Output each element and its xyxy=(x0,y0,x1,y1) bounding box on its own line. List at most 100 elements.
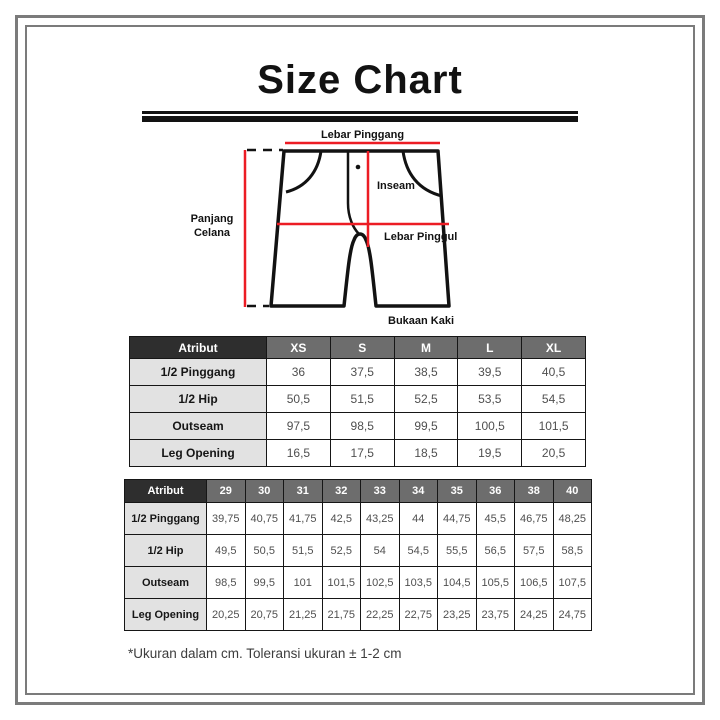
size-column-header: XL xyxy=(521,336,586,359)
table-row: 1/2 Hip 50,5 51,5 52,5 53,5 54,5 xyxy=(129,385,586,413)
footnote: *Ukuran dalam cm. Toleransi ukuran ± 1-2… xyxy=(128,646,402,661)
underline-thick-bar xyxy=(142,116,578,122)
cell-value: 98,5 xyxy=(329,412,395,440)
cell-value: 56,5 xyxy=(475,534,515,567)
size-column-header: L xyxy=(457,336,523,359)
table-row: Outseam 98,5 99,5 101 101,5 102,5 103,5 104,5 10… xyxy=(124,566,592,599)
numeric-size-table: Atribut 29 30 31 32 33 34 35 36 38 40 1/2 Pinggang 3… xyxy=(124,479,592,631)
cell-value: 99,5 xyxy=(244,566,284,599)
page-title: Size Chart xyxy=(257,58,463,102)
attribute-column-header: Atribut xyxy=(129,336,267,359)
cell-value: 50,5 xyxy=(266,385,331,413)
cell-value: 51,5 xyxy=(329,385,395,413)
row-label: 1/2 Pinggang xyxy=(129,358,267,386)
cell-value: 16,5 xyxy=(266,439,331,467)
size-column-header: 30 xyxy=(244,479,284,503)
attribute-column-header: Atribut xyxy=(124,479,207,503)
cell-value: 49,5 xyxy=(206,534,246,567)
size-column-header: 38 xyxy=(514,479,554,503)
row-label: 1/2 Hip xyxy=(129,385,267,413)
cell-value: 106,5 xyxy=(514,566,554,599)
size-column-header: 33 xyxy=(360,479,400,503)
cell-value: 46,75 xyxy=(514,502,554,535)
cell-value: 103,5 xyxy=(398,566,438,599)
cell-value: 51,5 xyxy=(283,534,323,567)
table-row: 1/2 Pinggang 39,75 40,75 41,75 42,5 43,25 44 44… xyxy=(124,502,592,535)
size-column-header: 35 xyxy=(437,479,477,503)
row-label: 1/2 Pinggang xyxy=(124,502,207,535)
cell-value: 20,5 xyxy=(521,439,586,467)
cell-value: 99,5 xyxy=(393,412,459,440)
outer-frame-border xyxy=(15,15,705,705)
cell-value: 104,5 xyxy=(437,566,477,599)
table-row: Outseam 97,5 98,5 99,5 100,5 101,5 xyxy=(129,412,586,440)
label-panjang: Panjang xyxy=(190,213,234,225)
row-label: Outseam xyxy=(124,566,207,599)
row-label: Outseam xyxy=(129,412,267,440)
shorts-diagram xyxy=(243,141,451,308)
cell-value: 40,75 xyxy=(244,502,284,535)
row-label: Leg Opening xyxy=(124,598,207,631)
cell-value: 23,75 xyxy=(475,598,515,631)
cell-value: 21,75 xyxy=(321,598,361,631)
size-column-header: 40 xyxy=(552,479,592,503)
table-row: 1/2 Pinggang 36 37,5 38,5 39,5 40,5 xyxy=(129,358,586,386)
cell-value: 21,25 xyxy=(283,598,323,631)
label-lebar-pinggang: Lebar Pinggang xyxy=(320,129,405,141)
cell-value: 105,5 xyxy=(475,566,515,599)
cell-value: 52,5 xyxy=(321,534,361,567)
cell-value: 97,5 xyxy=(266,412,331,440)
cell-value: 53,5 xyxy=(457,385,523,413)
cell-value: 20,75 xyxy=(244,598,284,631)
cell-value: 22,75 xyxy=(398,598,438,631)
cell-value: 42,5 xyxy=(321,502,361,535)
left-pocket-curve xyxy=(285,150,323,194)
cell-value: 44 xyxy=(398,502,438,535)
right-pocket-curve xyxy=(401,150,443,198)
size-column-header: 31 xyxy=(283,479,323,503)
shorts-outline xyxy=(269,149,451,308)
cell-value: 48,25 xyxy=(552,502,592,535)
cell-value: 101,5 xyxy=(321,566,361,599)
table-row: Leg Opening 20,25 20,75 21,25 21,75 22,25 22,7… xyxy=(124,598,592,631)
size-column-header: S xyxy=(329,336,395,359)
cell-value: 24,75 xyxy=(552,598,592,631)
label-lebar-pinggul: Lebar Pinggul xyxy=(384,231,458,243)
cell-value: 18,5 xyxy=(393,439,459,467)
label-bukaan-kaki: Bukaan Kaki xyxy=(388,315,455,327)
table-row: Leg Opening 16,5 17,5 18,5 19,5 20,5 xyxy=(129,439,586,467)
cell-value: 41,75 xyxy=(283,502,323,535)
size-column-header: 34 xyxy=(398,479,438,503)
cell-value: 23,25 xyxy=(437,598,477,631)
underline-thin-bar xyxy=(142,111,578,114)
button-dot xyxy=(355,164,361,170)
size-column-header: XS xyxy=(266,336,331,359)
header-row: Atribut XS S M L XL xyxy=(129,336,586,359)
cell-value: 54,5 xyxy=(521,385,586,413)
cell-value: 38,5 xyxy=(393,358,459,386)
cell-value: 54,5 xyxy=(398,534,438,567)
cell-value: 54 xyxy=(360,534,400,567)
table-row: 1/2 Hip 49,5 50,5 51,5 52,5 54 54,5 55,5 56,5 57,… xyxy=(124,534,592,567)
size-column-header: 36 xyxy=(475,479,515,503)
cell-value: 52,5 xyxy=(393,385,459,413)
cell-value: 55,5 xyxy=(437,534,477,567)
cell-value: 100,5 xyxy=(457,412,523,440)
cell-value: 50,5 xyxy=(244,534,284,567)
size-column-header: 32 xyxy=(321,479,361,503)
row-label: 1/2 Hip xyxy=(124,534,207,567)
size-column-header: 29 xyxy=(206,479,246,503)
cell-value: 43,25 xyxy=(360,502,400,535)
cell-value: 101,5 xyxy=(521,412,586,440)
cell-value: 102,5 xyxy=(360,566,400,599)
cell-value: 37,5 xyxy=(329,358,395,386)
cell-value: 39,5 xyxy=(457,358,523,386)
cell-value: 22,25 xyxy=(360,598,400,631)
label-inseam: Inseam xyxy=(377,180,415,192)
cell-value: 39,75 xyxy=(206,502,246,535)
inner-frame-border xyxy=(25,25,695,695)
row-label: Leg Opening xyxy=(129,439,267,467)
cell-value: 45,5 xyxy=(475,502,515,535)
cell-value: 19,5 xyxy=(457,439,523,467)
letter-size-table: Atribut XS S M L XL 1/2 Pinggang 36 37,5 38,5 39,5… xyxy=(129,336,586,467)
